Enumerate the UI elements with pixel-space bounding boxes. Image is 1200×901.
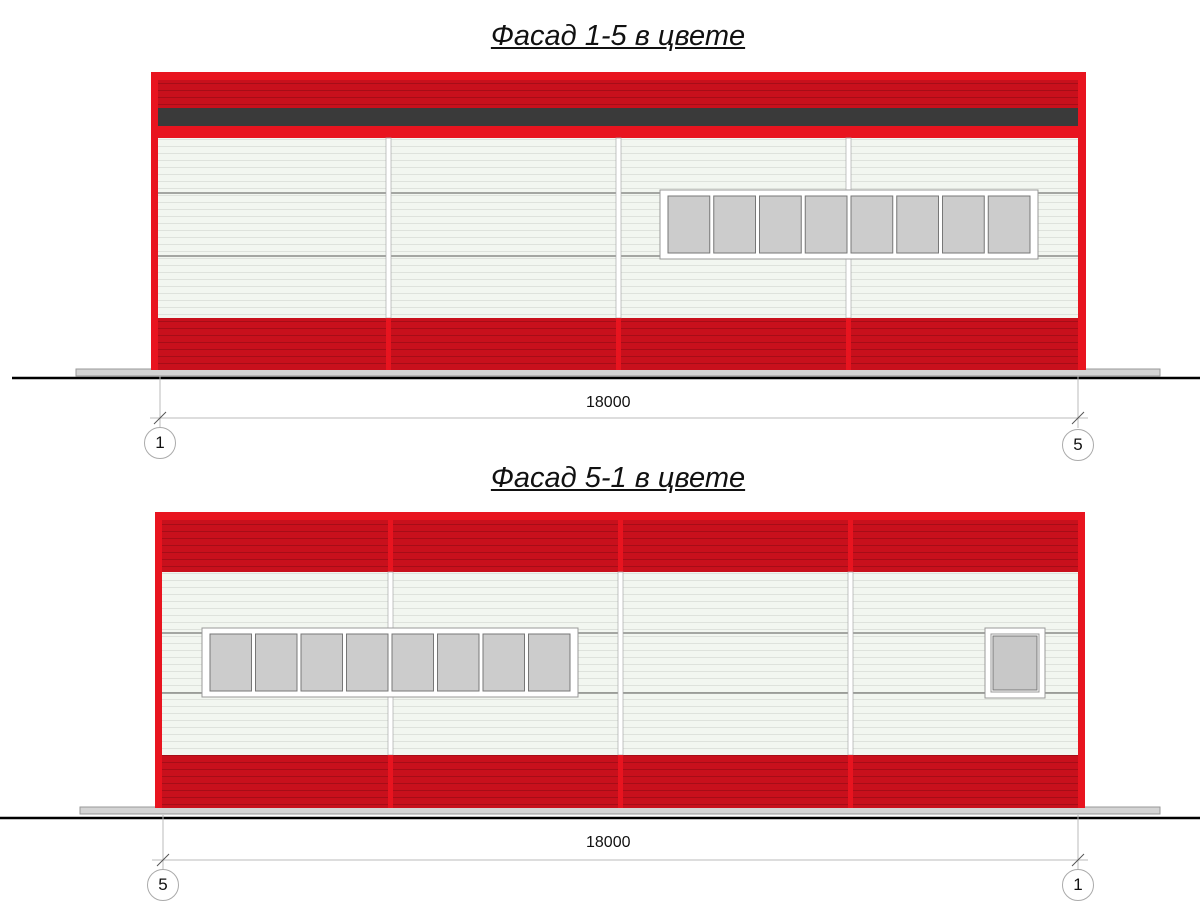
window-pane [759,195,802,254]
facade-5-1 [0,512,1200,870]
window-pane [987,195,1031,254]
facade-1-5 [12,72,1200,428]
plinth [75,368,1161,377]
window-pane [482,633,525,692]
top-band [158,80,1078,108]
window-pane [942,195,985,254]
window-pane [528,633,571,692]
dark-band [158,108,1078,126]
window-pane [850,195,894,254]
axis-marker-right: 1 [1062,869,1094,901]
facade-1-title: Фасад 1-5 в цвете [490,20,746,52]
axis-marker-left: 5 [147,869,179,901]
window-pane [300,633,343,692]
window-pane [346,633,389,692]
plinth [79,806,1161,815]
window-strip [659,189,1039,260]
axis-marker-left: 1 [144,427,176,459]
red-band [158,126,1078,138]
window-pane [255,633,298,692]
window-pane [391,633,434,692]
dimension-label: 18000 [586,394,631,411]
window-pane [713,195,756,254]
window-pane [437,633,480,692]
facade-2-title: Фасад 5-1 в цвете [490,462,746,494]
window-pane [896,195,939,254]
dimension-label: 18000 [586,834,631,851]
window-pane [667,195,711,254]
window-strip [201,627,579,698]
window-pane [804,195,848,254]
small-window [984,627,1046,699]
axis-marker-right: 5 [1062,429,1094,461]
window-pane [209,633,252,692]
